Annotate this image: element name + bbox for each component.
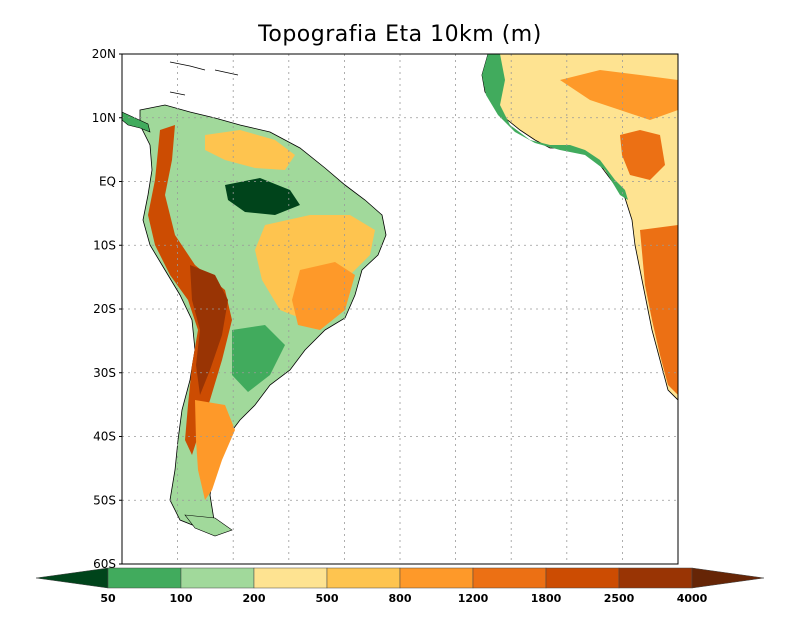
colorbar-arrow-high <box>691 567 765 589</box>
colorbar-box <box>618 567 693 589</box>
lat-tick-label: EQ <box>99 175 116 189</box>
map-panel: 20N 10N EQ 10S 20S 30S 40S 50S 60S <box>92 47 679 571</box>
colorbar-label: 4000 <box>677 592 708 605</box>
colorbar-label: 800 <box>389 592 412 605</box>
grid-lines <box>122 54 678 564</box>
lat-tick-label: 40S <box>93 430 116 444</box>
colorbar-label: 1200 <box>458 592 489 605</box>
central-america <box>122 111 151 133</box>
colorbar-label: 200 <box>243 592 266 605</box>
africa-cameroon-highland <box>620 130 665 180</box>
figure-title: Topografia Eta 10km (m) <box>257 22 542 47</box>
brazil-east-plateau <box>292 262 355 330</box>
amazon-lowland <box>225 178 300 215</box>
caribbean-islands <box>169 61 239 96</box>
colorbar-box <box>472 567 547 589</box>
colorbar-label: 50 <box>100 592 116 605</box>
guiana-highlands <box>205 130 295 170</box>
africa-south-plateau <box>640 225 678 395</box>
colorbar: 50 100 200 500 800 1200 1800 2500 4000 <box>35 567 765 605</box>
lat-tick-label: 20S <box>93 302 116 316</box>
altiplano <box>190 265 228 395</box>
colorbar-box <box>399 567 474 589</box>
colorbar-label: 100 <box>170 592 193 605</box>
tierra-del-fuego <box>184 514 233 537</box>
patagonia <box>195 400 235 500</box>
pampas <box>232 325 285 392</box>
colorbar-box <box>545 567 620 589</box>
colorbar-label: 2500 <box>604 592 635 605</box>
lat-tick-label: 20N <box>92 47 116 61</box>
africa-west-highland <box>560 70 678 120</box>
colorbar-box <box>107 567 182 589</box>
lat-tick-label: 10S <box>93 238 116 252</box>
colorbar-box <box>326 567 401 589</box>
lat-tick-label: 10N <box>92 111 116 125</box>
colorbar-box <box>180 567 255 589</box>
latitude-labels: 20N 10N EQ 10S 20S 30S 40S 50S 60S <box>92 47 122 571</box>
colorbar-label: 1800 <box>531 592 562 605</box>
lat-tick-label: 30S <box>93 366 116 380</box>
land-layer <box>122 54 678 537</box>
colorbar-arrow-low <box>35 567 109 589</box>
lat-tick-label: 60S <box>93 557 116 571</box>
andes-range <box>148 125 232 455</box>
lat-tick-label: 50S <box>93 493 116 507</box>
colorbar-box <box>253 567 328 589</box>
colorbar-label: 500 <box>316 592 339 605</box>
